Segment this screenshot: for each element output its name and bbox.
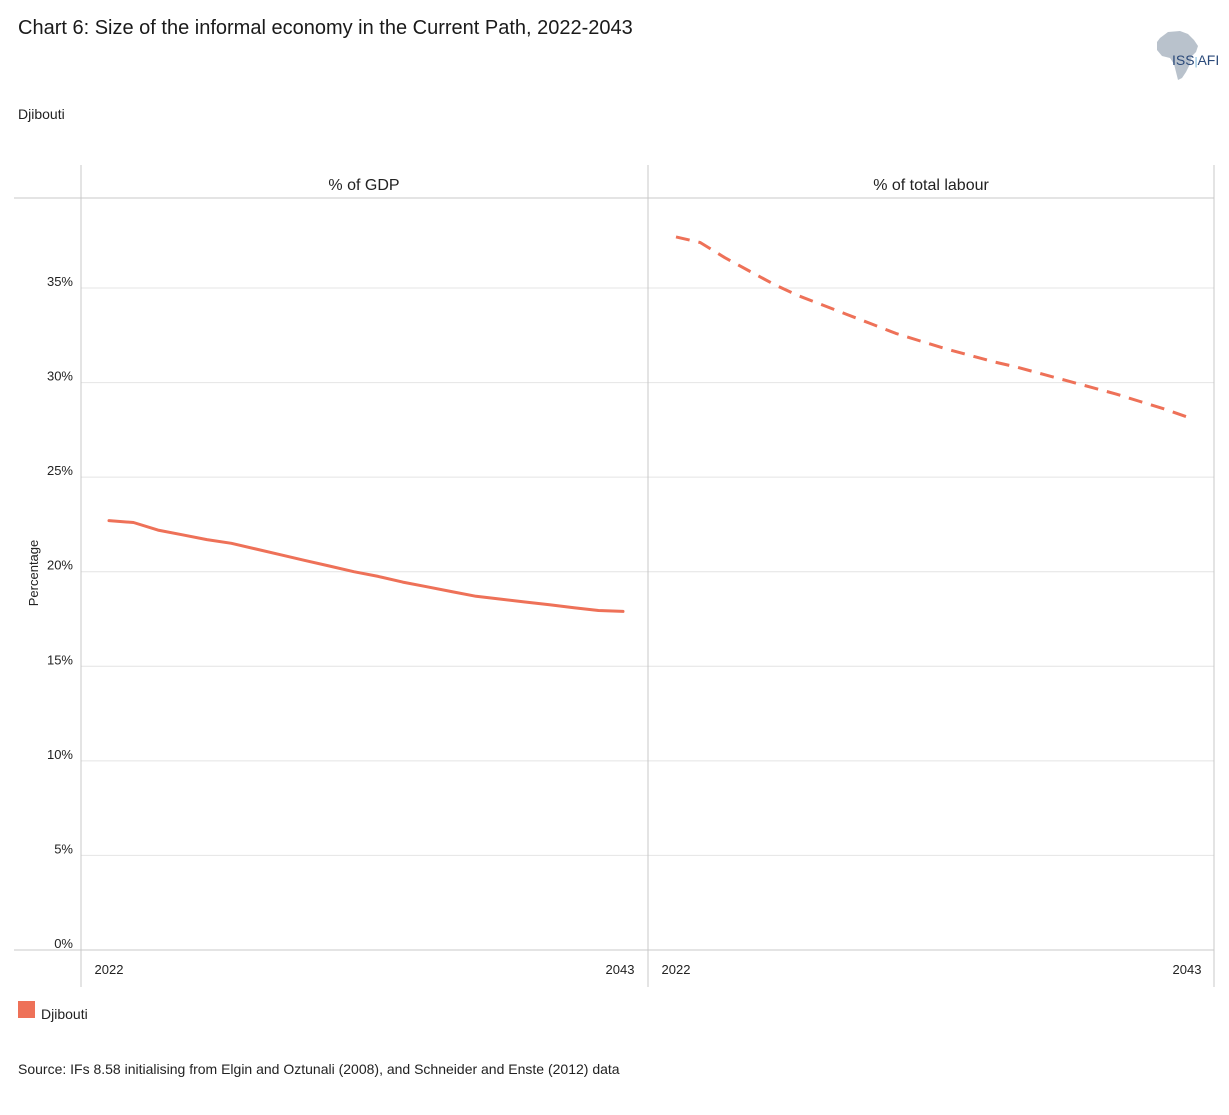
series-line-gdp xyxy=(107,519,625,613)
y-axis-label: Percentage xyxy=(26,540,41,607)
y-tick-label: 10% xyxy=(47,747,73,762)
logo-iss-text: ISS xyxy=(1172,52,1195,68)
source-note: Source: IFs 8.58 initialising from Elgin… xyxy=(18,1061,620,1077)
y-tick-label: 20% xyxy=(47,558,73,573)
panel-headers: % of GDP % of total labour xyxy=(328,177,989,194)
iss-afi-logo: ISS|AFI xyxy=(1172,52,1220,68)
chart-subtitle: Djibouti xyxy=(18,106,65,122)
series-lines xyxy=(107,235,1190,613)
y-tick-label: 25% xyxy=(47,463,73,478)
x-tick-label: 2022 xyxy=(95,962,124,977)
chart-frame xyxy=(14,165,1215,987)
legend-label: Djibouti xyxy=(41,1005,88,1022)
x-tick-label: 2043 xyxy=(1173,962,1202,977)
y-tick-label: 35% xyxy=(47,274,73,289)
x-tick-labels: 2022 2043 2022 2043 xyxy=(95,962,1202,977)
y-tick-labels: 0% 5% 10% 15% 20% 25% 30% 35% xyxy=(47,274,73,951)
panel-header-1: % of GDP xyxy=(328,177,399,194)
y-tick-label: 15% xyxy=(47,652,73,667)
x-tick-label: 2022 xyxy=(662,962,691,977)
logo-afi-text: AFI xyxy=(1197,52,1220,68)
series-line-labour xyxy=(675,235,1190,420)
legend-swatch xyxy=(18,1001,35,1018)
chart-title: Chart 6: Size of the informal economy in… xyxy=(18,17,633,39)
y-tick-label: 5% xyxy=(54,841,73,856)
legend: Djibouti xyxy=(18,1001,88,1022)
panel-header-2: % of total labour xyxy=(873,177,989,194)
x-tick-label: 2043 xyxy=(606,962,635,977)
y-tick-label: 0% xyxy=(54,936,73,951)
africa-map-icon xyxy=(1157,31,1198,80)
y-tick-label: 30% xyxy=(47,369,73,384)
